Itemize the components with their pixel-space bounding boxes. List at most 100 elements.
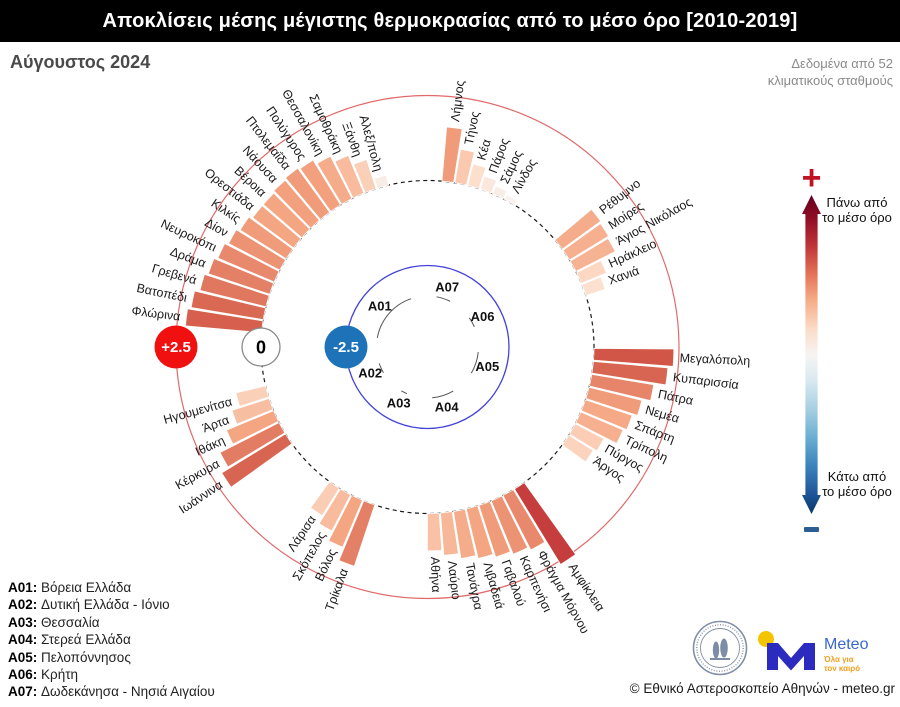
station-bar [225,410,280,445]
station-bar [328,494,364,548]
station-label: Λαύριο [445,560,463,601]
colorbar-below-label: Κάτω από το μέσο όρο [822,469,892,499]
station-bar [284,167,331,221]
region-code: A05: [8,649,38,665]
region-boundary-arc [468,317,475,328]
station-bar [585,386,643,416]
region-legend: A01: Βόρεια Ελλάδα A02: Δυτική Ελλάδα - Ι… [8,579,215,701]
meteo-tagline-line2: τον καιρό [824,664,861,673]
station-bar [273,179,320,229]
station-label: Πάτρα [657,387,695,408]
station-bar [221,433,293,488]
colorbar-plus-symbol: + [802,159,822,197]
station-bar [491,185,508,200]
region-code-label: A07 [435,280,459,295]
station-bar [479,175,498,194]
station-bar [569,237,616,273]
station-bar [465,505,494,559]
axis-badge-zero [241,327,281,367]
station-label: Άρτα [201,413,231,435]
region-name: Θεσσαλία [37,614,100,630]
region-code: A04: [8,632,38,648]
region-name: Πελοπόννησος [37,649,131,665]
region-code-label: A05 [475,359,499,374]
station-bar [199,273,270,308]
station-bar [310,481,340,517]
station-bar [190,290,267,321]
station-bar [513,481,577,565]
region-name: Βόρεια Ελλάδα [37,580,132,595]
station-bar [231,397,274,425]
station-bar [316,155,353,205]
station-bar [562,223,610,261]
region-boundary-arc [436,296,451,302]
region-legend-item: A07: Δωδεκάνησα - Νησιά Αιγαίου [8,683,215,700]
station-bar [441,126,463,184]
meteo-tagline-line1: Όλα για [824,655,854,664]
station-bar [467,163,487,190]
region-legend-item: A02: Δυτική Ελλάδα - Ιόνιο [8,596,215,613]
station-bar [581,276,606,297]
region-name: Στερεά Ελλάδα [37,632,131,648]
station-bar [334,154,365,199]
station-bar [426,512,443,552]
copyright-text: © Εθνικό Αστεροσκοπείο Αθηνών - meteo.gr [629,681,895,696]
region-name: Δυτική Ελλάδα - Ιόνιο [37,597,170,613]
region-code-label: A06 [471,309,495,324]
axis-badge-minus-label: -2.5 [333,339,359,356]
station-count-note: Δεδομένα από 52 κλιματικούς σταθμούς [723,55,893,89]
region-boundary-arc [376,298,412,339]
station-bar [235,385,270,407]
station-label: Κυπαρισσία [672,370,739,392]
axis-badge-zero-label: 0 [256,338,266,358]
region-code-label: A02 [358,366,382,381]
region-boundary-arc [401,390,408,395]
region-name: Κρήτη [37,667,79,683]
station-bar [575,259,608,284]
station-bar [453,508,477,559]
station-bar [239,216,294,260]
station-bar [440,511,459,556]
region-code: A01: [8,580,38,595]
station-bar [353,159,377,194]
station-label: Φλώρινα [131,304,182,324]
region-boundary-arc [378,363,384,373]
station-bar [252,205,302,249]
region-code: A02: [8,597,38,613]
colorbar-above-label: Πάνω από το μέσο όρο [822,195,892,225]
region-legend-item: A04: Στερεά Ελλάδα [8,631,215,648]
station-count-line2: κλιματικούς σταθμούς [767,73,893,88]
region-code: A07: [8,684,38,700]
station-label: Τήνος [462,110,482,146]
noa-observatory-seal-icon [692,620,748,676]
station-bar [554,208,602,250]
axis-badge-plus [154,325,198,369]
region-boundary-arc [432,390,454,399]
station-bar [593,347,675,367]
station-bar [219,421,286,468]
station-bar [299,159,342,213]
axis-badge-plus-label: +2.5 [161,339,191,356]
station-bar [568,423,605,452]
station-label: Κέα [474,138,493,162]
station-bar [490,495,529,555]
region-legend-item: A06: Κρήτη [8,666,215,683]
colorbar-gradient-arrow [802,195,821,514]
station-bar [478,500,511,558]
station-bar [502,489,546,551]
station-bar [588,373,655,402]
station-bar [561,434,594,463]
station-bar [503,194,518,206]
station-bar [591,360,669,386]
station-bar [373,174,390,189]
station-bar [580,399,633,431]
station-bar [262,192,311,239]
station-label: Λήμνος [448,80,467,123]
station-label: Βατοπέδι [135,281,188,305]
region-code: A03: [8,614,38,630]
meteo-logo: Meteo Όλα για τον καιρό [750,610,900,676]
region-legend-item: A03: Θεσσαλία [8,614,215,631]
station-bar [575,411,624,445]
station-bar [318,488,352,532]
